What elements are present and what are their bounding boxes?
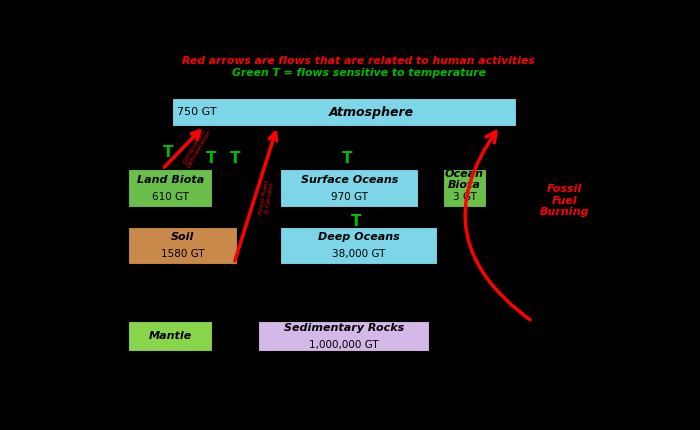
FancyBboxPatch shape: [443, 169, 486, 207]
Text: T: T: [342, 150, 352, 166]
Text: 38,000 GT: 38,000 GT: [332, 249, 386, 259]
FancyBboxPatch shape: [258, 322, 429, 351]
Text: T: T: [206, 150, 216, 166]
Text: 1580 GT: 1580 GT: [160, 249, 204, 259]
Text: 3 GT: 3 GT: [453, 192, 477, 202]
Text: Atmosphere: Atmosphere: [328, 105, 414, 119]
Text: Fossil Fuels
& Cement: Fossil Fuels & Cement: [258, 180, 275, 217]
FancyBboxPatch shape: [128, 169, 212, 207]
Text: Green T = flows sensitive to temperature: Green T = flows sensitive to temperature: [232, 68, 486, 78]
FancyBboxPatch shape: [280, 169, 419, 207]
Text: Soil: Soil: [171, 232, 194, 242]
Text: Red arrows are flows that are related to human activities: Red arrows are flows that are related to…: [182, 56, 536, 66]
Text: Mantle: Mantle: [148, 332, 192, 341]
Text: 1,000,000 GT: 1,000,000 GT: [309, 340, 379, 350]
FancyBboxPatch shape: [172, 98, 516, 126]
Text: 750 GT: 750 GT: [177, 107, 216, 117]
Text: 610 GT: 610 GT: [152, 192, 189, 202]
FancyBboxPatch shape: [128, 227, 237, 264]
Text: Surface Oceans: Surface Oceans: [300, 175, 398, 184]
Text: Deep Oceans: Deep Oceans: [318, 232, 400, 242]
FancyBboxPatch shape: [128, 322, 212, 351]
Text: 970 GT: 970 GT: [331, 192, 368, 202]
FancyBboxPatch shape: [280, 227, 438, 264]
Text: T: T: [162, 145, 173, 160]
Text: Combustion/
Deforestation: Combustion/ Deforestation: [181, 126, 212, 169]
Text: Land Biota: Land Biota: [136, 175, 204, 184]
Text: T: T: [230, 150, 240, 166]
Text: T: T: [351, 214, 361, 229]
Text: Ocean
Biota: Ocean Biota: [445, 169, 484, 190]
Text: Sedimentary Rocks: Sedimentary Rocks: [284, 323, 404, 333]
Text: Fossil
Fuel
Burning: Fossil Fuel Burning: [540, 184, 589, 217]
